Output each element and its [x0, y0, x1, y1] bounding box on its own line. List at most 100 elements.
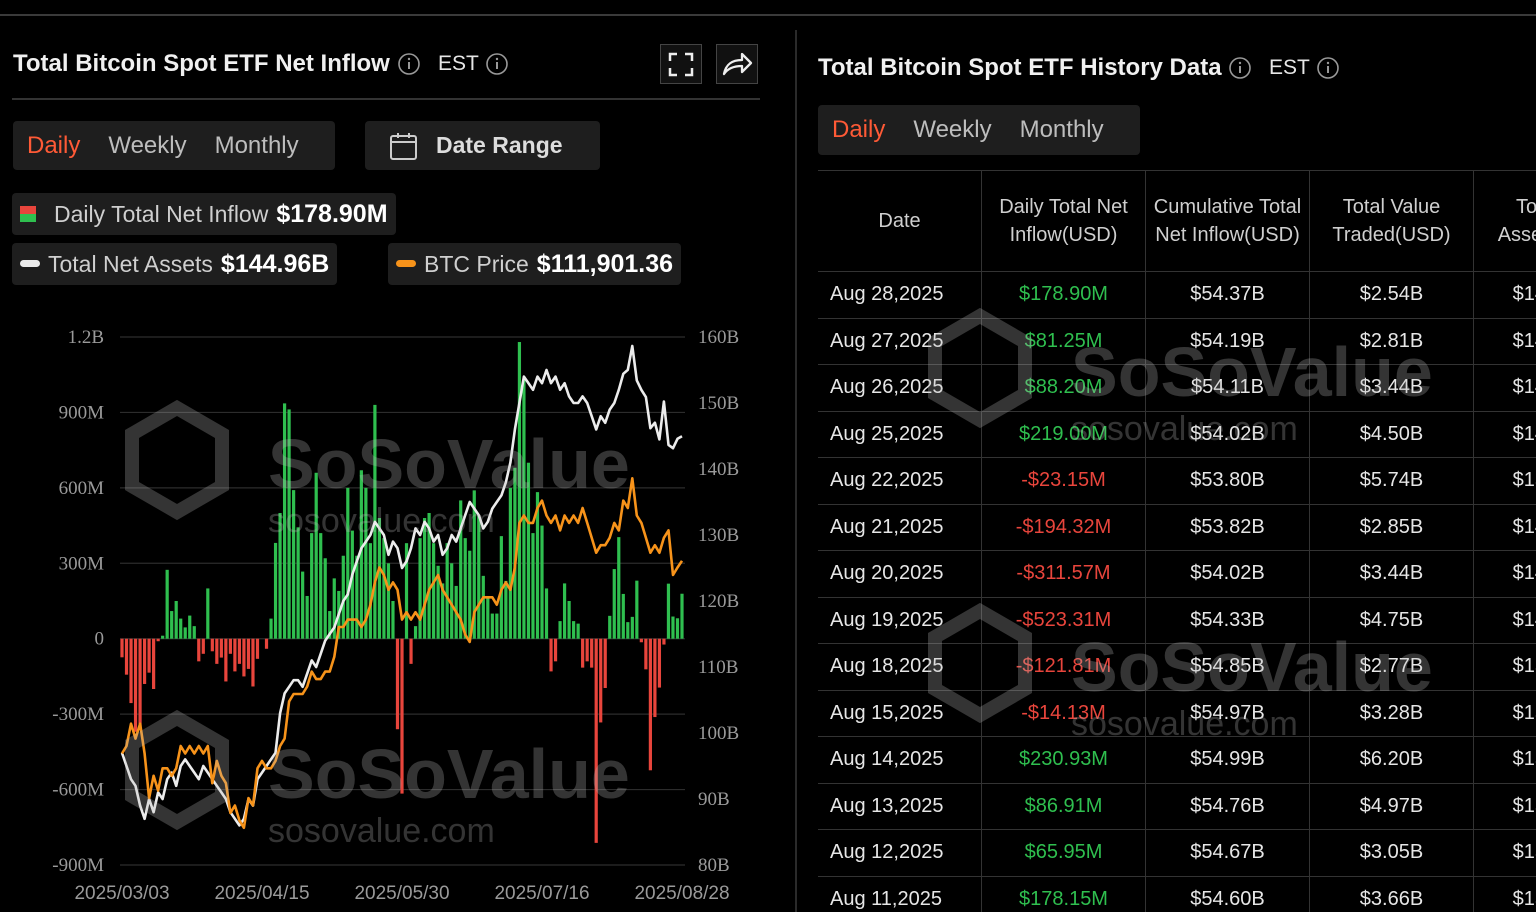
- watermark-brand: SoSoValue: [268, 425, 630, 503]
- table-cell: Aug 11,2025: [818, 875, 982, 912]
- table-cell: $143.65B: [1473, 410, 1536, 458]
- table-cell: $178.15M: [981, 875, 1146, 912]
- bar: [675, 618, 680, 639]
- bar: [395, 638, 400, 730]
- table-cell: $54.02B: [1145, 550, 1310, 598]
- info-icon[interactable]: [1229, 57, 1251, 79]
- bar: [377, 518, 382, 639]
- y-tick-label: -900M: [52, 855, 104, 876]
- table-cell: $230.93M: [981, 736, 1146, 784]
- bar: [224, 638, 228, 682]
- table-cell: $151.98B: [1473, 689, 1536, 737]
- bar: [323, 558, 327, 639]
- legend-item[interactable]: Daily Total Net Inflow $178.90M: [12, 193, 396, 235]
- bar: [251, 638, 255, 687]
- table-cell: $178.90M: [981, 271, 1146, 319]
- bar: [174, 601, 178, 639]
- watermark-site: sosovalue.com: [268, 502, 495, 540]
- legend-item[interactable]: Total Net Assets $144.96B: [12, 243, 338, 285]
- bar: [364, 487, 368, 639]
- table-row: Aug 28,2025$178.90M$54.37B$2.54B$144.96B: [818, 271, 1536, 319]
- bar: [391, 601, 395, 639]
- info-icon[interactable]: [486, 53, 508, 75]
- y-tick-label: -300M: [52, 704, 104, 725]
- column-header: Total Value Traded(USD): [1309, 170, 1474, 272]
- bar: [612, 569, 616, 639]
- info-icon[interactable]: [1317, 57, 1339, 79]
- period-tab[interactable]: Daily: [832, 116, 886, 143]
- bar: [368, 543, 372, 639]
- table-cell: -$311.57M: [981, 550, 1146, 598]
- table-row: Aug 11,2025$178.15M$54.60B$3.66B$154.42B: [818, 875, 1536, 912]
- table-head: Date Daily Total Net Inflow(USD) Cumulativ…: [818, 170, 1536, 272]
- bar: [432, 543, 436, 639]
- info-icon[interactable]: [398, 53, 420, 75]
- bar: [152, 638, 156, 689]
- bar: [133, 638, 138, 732]
- table-cell: $219.00M: [981, 410, 1146, 458]
- table-wrap: Date Daily Total Net Inflow(USD) Cumulativ…: [818, 170, 1536, 912]
- y-tick-label: 0: [95, 629, 105, 650]
- header-row: Date Daily Total Net Inflow(USD) Cumulativ…: [818, 170, 1536, 272]
- period-tabs: Daily Weekly Monthly: [13, 121, 335, 170]
- bar: [192, 626, 196, 639]
- bar: [517, 342, 522, 639]
- bar: [201, 638, 205, 654]
- x-tick-label: 2025/03/03: [74, 883, 169, 904]
- bar: [666, 583, 671, 639]
- table-cell: $54.19B: [1145, 317, 1310, 365]
- y-tick-label: 1.2B: [68, 327, 104, 348]
- bar: [197, 638, 201, 662]
- period-tab[interactable]: Weekly: [913, 116, 992, 143]
- bar: [228, 638, 232, 654]
- table-title: Total Bitcoin Spot ETF History Data: [818, 54, 1222, 81]
- table-cell: -$194.32M: [981, 503, 1146, 551]
- legend-swatch: [396, 260, 416, 267]
- table-row: Aug 12,2025$65.95M$54.67B$3.05B$155.02B: [818, 829, 1536, 877]
- table-cell: $2.54B: [1309, 271, 1474, 319]
- table-cell: $54.67B: [1145, 829, 1310, 877]
- bar: [427, 513, 431, 639]
- bar: [282, 403, 287, 639]
- table-cell: $54.60B: [1145, 875, 1310, 912]
- bar: [553, 638, 558, 662]
- date-range-button[interactable]: Date Range: [365, 121, 600, 170]
- bar: [653, 638, 657, 718]
- table-cell: $3.28B: [1309, 689, 1474, 737]
- bar: [292, 490, 296, 639]
- bar: [183, 627, 187, 639]
- legend-swatch: [20, 260, 40, 267]
- table-cell: Aug 20,2025: [818, 550, 982, 598]
- table-cell: -$23.15M: [981, 457, 1146, 505]
- table-cell: -$14.13M: [981, 689, 1146, 737]
- period-tab[interactable]: Monthly: [214, 131, 299, 159]
- period-tab[interactable]: Weekly: [108, 131, 187, 159]
- chart-title: Total Bitcoin Spot ETF Net Inflow: [13, 50, 390, 77]
- table-cell: $158.64B: [1473, 782, 1536, 830]
- table-cell: $65.95M: [981, 829, 1146, 877]
- table-cell: $3.05B: [1309, 829, 1474, 877]
- bar: [332, 578, 336, 639]
- bar: [328, 611, 332, 639]
- table-cell: $2.85B: [1309, 503, 1474, 551]
- bar: [540, 525, 544, 639]
- legend-value: $111,901.36: [536, 249, 674, 278]
- bar: [549, 638, 553, 672]
- bar: [526, 462, 531, 639]
- bar: [404, 543, 409, 639]
- period-tab[interactable]: Daily: [27, 131, 81, 159]
- share-button[interactable]: [716, 44, 758, 84]
- period-tab[interactable]: Monthly: [1019, 116, 1104, 143]
- table-row: Aug 19,2025-$523.31M$54.33B$4.75B$146.18…: [818, 596, 1536, 644]
- bar: [463, 538, 467, 639]
- column-header: Cumulative Total Net Inflow(USD): [1145, 170, 1310, 272]
- legend-label: BTC Price: [424, 250, 529, 277]
- fullscreen-button[interactable]: [660, 44, 702, 84]
- table-row: Aug 22,2025-$23.15M$53.80B$5.74B$150.23B: [818, 457, 1536, 505]
- table-cell: $3.66B: [1309, 875, 1474, 912]
- table-cell: $2.77B: [1309, 643, 1474, 691]
- bar: [594, 638, 598, 843]
- date-range-label: Date Range: [436, 132, 563, 158]
- header-rule: [12, 98, 760, 100]
- legend-item[interactable]: BTC Price $111,901.36: [388, 243, 682, 285]
